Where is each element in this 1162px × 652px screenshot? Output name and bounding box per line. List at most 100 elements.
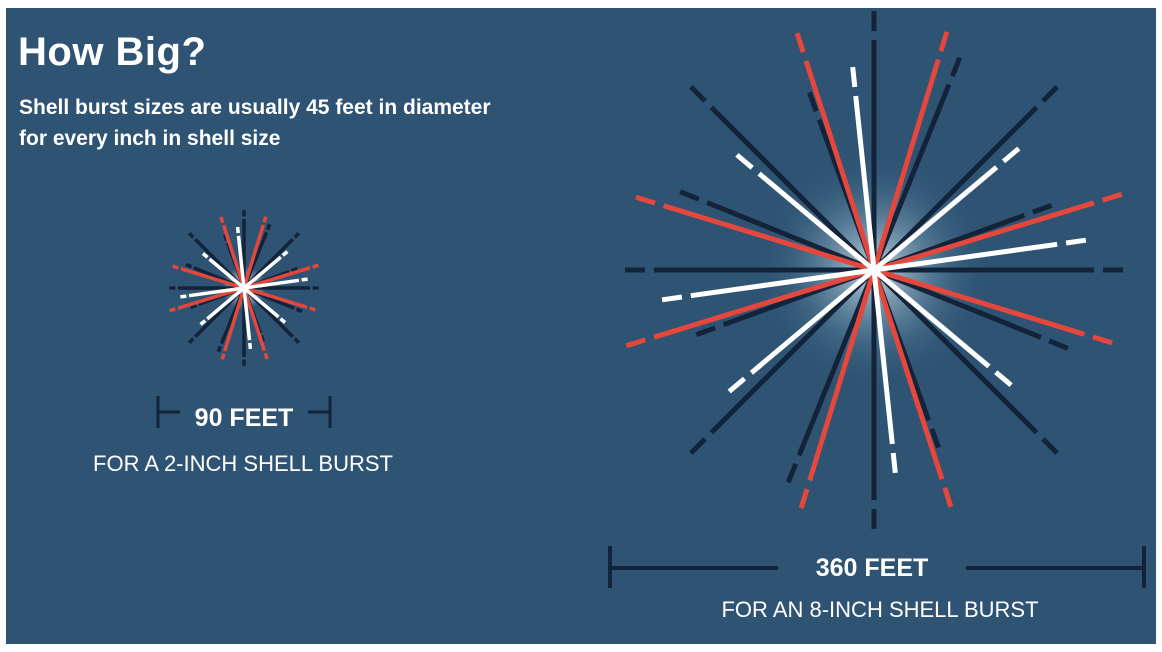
small-ray-tip — [279, 317, 287, 324]
small-ray-tip — [301, 277, 308, 282]
small-ray — [242, 224, 265, 289]
large-ray-tip — [807, 91, 819, 113]
small-ray — [243, 278, 300, 290]
large-ray-tip — [850, 66, 858, 88]
large-ray — [871, 83, 952, 271]
large-ray — [871, 58, 941, 271]
small-ray-tip — [216, 345, 223, 353]
subtitle: Shell burst sizes are usually 45 feet in… — [19, 96, 491, 150]
small-ray-tip — [222, 234, 229, 242]
large-ray — [873, 241, 1058, 273]
large-ray-tip — [1041, 85, 1059, 103]
large-ray-tip — [994, 370, 1013, 388]
small-ray-tip — [295, 307, 303, 314]
large-ray — [709, 268, 876, 435]
small-ray-tip — [219, 216, 225, 224]
infographic-panel: How Big? Shell burst sizes are usually 4… — [6, 8, 1156, 644]
large-ray — [653, 267, 875, 340]
small-ray-tip — [248, 342, 253, 350]
large-ray-tip — [929, 427, 941, 449]
small-ray — [236, 235, 246, 289]
large-ray — [709, 105, 876, 272]
small-ray — [243, 286, 308, 309]
small-ray-tip — [185, 262, 193, 269]
small-ray-tip — [180, 294, 187, 299]
large-ray — [662, 203, 875, 273]
large-ray-tip — [1065, 237, 1087, 246]
large-ray-tip — [727, 376, 747, 394]
large-ray-tip — [1048, 338, 1069, 351]
large-ray-tip — [689, 85, 707, 103]
large-ray — [871, 269, 945, 480]
small-diameter-label: 90 FEET — [195, 404, 294, 432]
large-ray-tip — [1041, 437, 1059, 455]
small-ray-tip — [312, 263, 319, 269]
small-ray-tip — [190, 303, 198, 310]
large-caption: FOR AN 8-INCH SHELL BURST — [721, 597, 1038, 622]
large-ray — [757, 171, 876, 272]
large-ray — [803, 60, 877, 271]
large-ray-tip — [785, 462, 799, 484]
large-ray — [796, 269, 877, 457]
large-ray — [690, 267, 875, 299]
large-ray-tip — [635, 194, 656, 206]
small-caption: FOR A 2-INCH SHELL BURST — [93, 451, 393, 476]
small-ray — [242, 287, 252, 341]
small-dimension-bracket — [156, 396, 332, 428]
small-ray-tip — [265, 223, 272, 231]
small-ray — [242, 287, 267, 352]
large-ray-tip — [1001, 146, 1021, 164]
small-ray-tip — [220, 353, 226, 360]
small-ray-tip — [187, 231, 195, 239]
small-ray-tip — [169, 307, 176, 313]
small-ray — [188, 286, 245, 298]
large-ray-tip — [689, 437, 707, 455]
small-ray-tip — [259, 334, 266, 342]
large-ray-tip — [1101, 191, 1123, 203]
burst-illustration: 90 FEET FOR A 2-INCH SHELL BURST 360 FEE… — [93, 11, 1146, 622]
large-ray-tip — [1092, 334, 1113, 346]
large-ray-tip — [798, 488, 810, 509]
small-ray — [242, 286, 280, 319]
small-ray-tip — [263, 352, 269, 360]
large-diameter-label: 360 FEET — [816, 554, 929, 582]
small-ray-tip — [262, 216, 268, 223]
large-ray-tip — [625, 337, 647, 349]
large-ray-tip — [695, 325, 717, 337]
small-ray — [243, 266, 311, 290]
large-ray — [873, 200, 1095, 273]
large-dimension-bracket — [608, 546, 1146, 588]
large-ray-tip — [735, 152, 754, 170]
small-ray — [221, 224, 246, 289]
small-ray-tip — [201, 252, 209, 259]
small-ray-tip — [293, 231, 301, 239]
small-ray-tip — [293, 337, 301, 345]
large-ray-tip — [890, 452, 898, 474]
large-ray-tip — [949, 56, 963, 78]
large-ray — [807, 269, 877, 482]
large-ray — [873, 267, 1086, 337]
large-ray — [872, 105, 1039, 272]
small-ray-tip — [172, 264, 179, 270]
small-burst-rays — [169, 210, 319, 366]
small-ray — [242, 255, 282, 290]
large-ray — [749, 268, 876, 375]
small-ray — [177, 286, 245, 310]
small-ray — [208, 257, 246, 290]
large-ray-tip — [1031, 203, 1053, 215]
large-ray — [871, 269, 895, 445]
large-ray-tip — [794, 32, 806, 53]
large-ray — [706, 200, 875, 273]
large-ray — [872, 165, 999, 272]
small-ray-tip — [281, 250, 289, 257]
large-ray-tip — [942, 487, 954, 508]
small-ray — [206, 286, 246, 321]
small-ray-tip — [187, 337, 195, 345]
large-burst-rays — [625, 11, 1123, 529]
large-ray — [872, 268, 1039, 435]
page-title: How Big? — [18, 30, 207, 74]
small-ray-tip — [199, 319, 207, 326]
small-ray-tip — [290, 266, 298, 273]
large-ray — [872, 268, 991, 369]
large-ray-tip — [661, 294, 683, 303]
